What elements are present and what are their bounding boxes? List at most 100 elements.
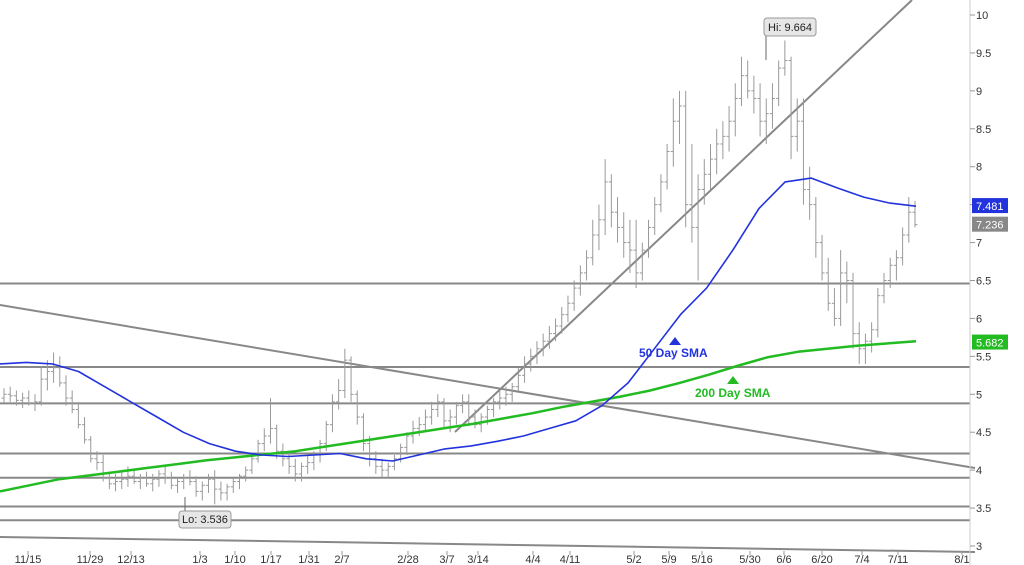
x-tick-label: 3/14 [467, 554, 488, 565]
price-bar [348, 356, 354, 402]
price-bar [602, 159, 608, 235]
price-bar [106, 471, 112, 490]
price-bar [460, 394, 466, 414]
price-bar [726, 106, 732, 152]
sma-50-value-tag: 7.481 [976, 201, 1004, 213]
y-tick-label: 6 [976, 313, 982, 325]
price-bar [751, 75, 757, 114]
moving-averages [0, 177, 917, 493]
price-bar [707, 143, 713, 190]
price-bar [590, 219, 596, 266]
price-bar [844, 261, 850, 304]
price-bar [20, 392, 26, 408]
price-bar [819, 234, 825, 281]
x-tick-label: 12/13 [117, 554, 145, 565]
price-bar [856, 322, 862, 364]
lo-label: Lo: 3.536 [182, 514, 228, 526]
price-bar [497, 390, 503, 410]
price-bar [57, 356, 63, 387]
price-bar [255, 439, 261, 463]
price-bar [782, 40, 788, 76]
price-bar [763, 98, 769, 144]
price-bar [695, 174, 701, 281]
x-tick-label: 1/10 [224, 554, 245, 565]
x-tick-label: 6/6 [776, 554, 791, 565]
price-bar [584, 250, 590, 281]
price-bar [435, 394, 441, 418]
price-bar [670, 98, 676, 167]
price-bar [385, 462, 391, 478]
price-bar [44, 360, 50, 391]
y-tick-label: 8.5 [976, 124, 991, 136]
price-bar [261, 428, 267, 452]
last-price-tag: 7.236 [976, 220, 1004, 232]
price-bar [243, 466, 249, 482]
price-bar [267, 398, 273, 444]
price-bar [831, 288, 837, 327]
hi-label: Hi: 9.664 [768, 22, 812, 34]
price-bar [360, 413, 366, 452]
price-bar [156, 470, 162, 487]
x-tick-label: 5/30 [739, 554, 760, 565]
lo-box [178, 510, 232, 529]
x-tick-label: 1/31 [298, 554, 319, 565]
price-bar [596, 204, 602, 251]
y-tick-label: 5 [976, 389, 982, 401]
price-bar [193, 476, 199, 497]
price-bar [7, 386, 13, 402]
price-bar [838, 250, 844, 327]
price-bar [794, 98, 800, 152]
price-bar [51, 352, 57, 383]
price-bar [144, 471, 150, 487]
price-bar [893, 250, 899, 281]
y-tick-label: 4.5 [976, 427, 991, 439]
price-bar [206, 473, 212, 493]
y-tick-label: 10 [976, 10, 988, 22]
price-bar [305, 454, 311, 474]
price-bar [119, 471, 125, 490]
price-bar [230, 477, 236, 493]
price-bar [776, 60, 782, 107]
bottom-trend-line [0, 536, 976, 553]
price-bar [491, 398, 497, 418]
price-bar [168, 471, 174, 490]
y-tick-label: 5.5 [976, 351, 991, 363]
price-bar [236, 473, 242, 490]
sma-50-annotation: 50 Day SMA [639, 346, 708, 360]
price-bar [621, 212, 627, 258]
price-bar [652, 197, 658, 235]
price-bar [683, 90, 689, 228]
price-bar [429, 401, 435, 425]
price-bar [88, 436, 94, 463]
price-bar [113, 473, 119, 492]
price-bar [825, 257, 831, 311]
sma-200-line [0, 339, 917, 493]
price-bar [391, 454, 397, 471]
price-bar [881, 272, 887, 304]
price-bar [875, 288, 881, 338]
y-tick-label: 8 [976, 162, 982, 174]
y-tick-label: 9.5 [976, 48, 991, 60]
price-bar [677, 90, 683, 144]
price-bar [559, 307, 565, 334]
price-bar [249, 454, 255, 474]
price-bar [615, 197, 621, 243]
price-bar [701, 159, 707, 205]
price-bar [627, 219, 633, 273]
x-tick-label: 5/16 [691, 554, 712, 565]
price-bar [298, 462, 304, 482]
sma-50-line [0, 177, 917, 462]
price-bar [850, 272, 856, 349]
price-bar [664, 143, 670, 190]
y-tick-label: 3.5 [976, 503, 991, 515]
price-bar [887, 257, 893, 289]
price-bar [224, 483, 230, 501]
hi-box [763, 17, 817, 37]
price-bar [769, 83, 775, 129]
downtrend-line [0, 304, 976, 469]
price-bar [689, 143, 695, 243]
price-bar [162, 466, 168, 484]
price-bar [571, 280, 577, 311]
price-bar [577, 265, 583, 296]
